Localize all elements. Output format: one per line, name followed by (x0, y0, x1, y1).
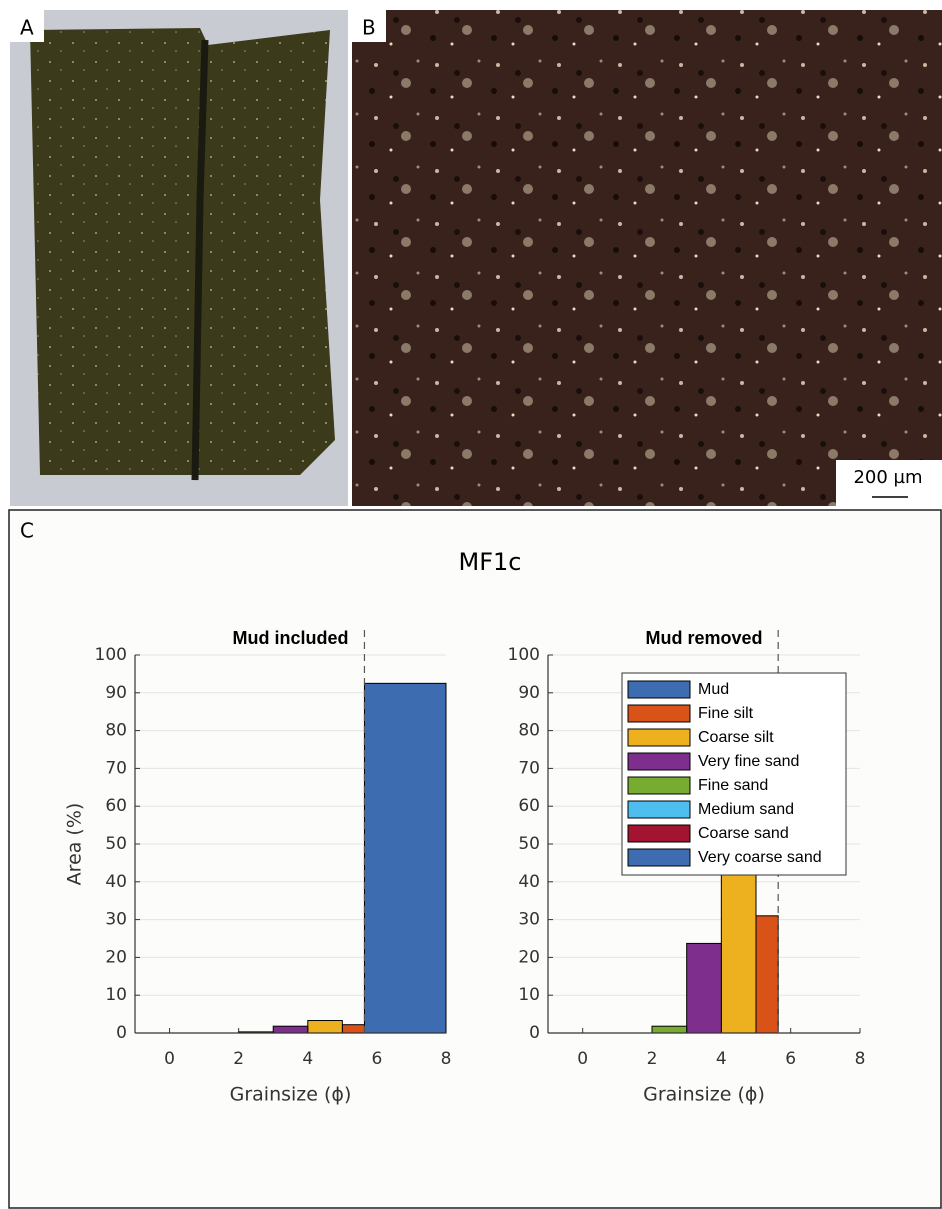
y-tick-label: 80 (105, 721, 127, 741)
legend-label: Fine sand (698, 777, 768, 794)
y-tick-label: 0 (529, 1023, 540, 1043)
legend-swatch (628, 729, 690, 746)
legend-label: Very coarse sand (698, 849, 822, 866)
y-tick-label: 40 (105, 872, 127, 892)
y-tick-label: 70 (105, 758, 127, 778)
x-tick-label: 6 (371, 1049, 382, 1069)
y-tick-label: 50 (518, 834, 540, 854)
y-tick-label: 100 (95, 645, 127, 665)
legend-swatch (628, 801, 690, 818)
x-tick-label: 0 (164, 1049, 175, 1069)
y-tick-label: 20 (105, 947, 127, 967)
y-tick-label: 90 (105, 683, 127, 703)
x-tick-label: 0 (577, 1049, 588, 1069)
legend-swatch (628, 681, 690, 698)
legend-label: Medium sand (698, 801, 794, 818)
y-tick-label: 100 (508, 645, 540, 665)
x-tick-label: 6 (785, 1049, 796, 1069)
y-axis-label: Area (%) (64, 803, 86, 886)
x-tick-label: 4 (716, 1049, 727, 1069)
y-tick-label: 30 (105, 910, 127, 930)
panel-label: B (362, 16, 376, 40)
legend-box (622, 673, 846, 875)
bar (273, 1026, 308, 1033)
y-tick-label: 60 (105, 796, 127, 816)
legend-label: Mud (698, 681, 729, 698)
y-tick-label: 80 (518, 721, 540, 741)
photo-b (352, 10, 942, 506)
chart-title: Mud included (233, 628, 349, 648)
figure-title: MF1c (459, 548, 522, 576)
legend-label: Coarse sand (698, 825, 789, 842)
y-tick-label: 0 (116, 1023, 127, 1043)
y-tick-label: 20 (518, 947, 540, 967)
bar (342, 1025, 364, 1033)
bar (652, 1026, 687, 1033)
legend-label: Very fine sand (698, 753, 799, 770)
legend-swatch (628, 705, 690, 722)
legend-swatch (628, 849, 690, 866)
chart-title: Mud removed (645, 628, 762, 648)
y-tick-label: 50 (105, 834, 127, 854)
bar (364, 683, 446, 1033)
x-axis-label: Grainsize (ϕ) (230, 1084, 352, 1106)
legend-label: Fine silt (698, 705, 754, 722)
y-tick-label: 30 (518, 910, 540, 930)
bar (687, 943, 722, 1033)
x-tick-label: 8 (855, 1049, 866, 1069)
bar (721, 869, 756, 1033)
bar (756, 916, 778, 1033)
figure: A B 200 µm C MF1c 0102030405060708090100… (0, 0, 942, 1209)
x-axis-label: Grainsize (ϕ) (643, 1084, 765, 1106)
x-tick-label: 2 (233, 1049, 244, 1069)
legend-swatch (628, 753, 690, 770)
x-tick-label: 8 (441, 1049, 452, 1069)
x-tick-label: 4 (302, 1049, 313, 1069)
legend-label: Coarse silt (698, 729, 774, 746)
y-tick-label: 10 (518, 985, 540, 1005)
y-tick-label: 90 (518, 683, 540, 703)
y-tick-label: 70 (518, 758, 540, 778)
y-tick-label: 40 (518, 872, 540, 892)
y-tick-label: 10 (105, 985, 127, 1005)
photo-a (10, 10, 348, 506)
scale-bar-label: 200 µm (853, 467, 922, 488)
legend-swatch (628, 777, 690, 794)
bar (308, 1021, 343, 1033)
y-tick-label: 60 (518, 796, 540, 816)
panel-label: C (20, 519, 34, 543)
x-tick-label: 2 (647, 1049, 658, 1069)
legend-swatch (628, 825, 690, 842)
panel-label: A (20, 16, 34, 40)
